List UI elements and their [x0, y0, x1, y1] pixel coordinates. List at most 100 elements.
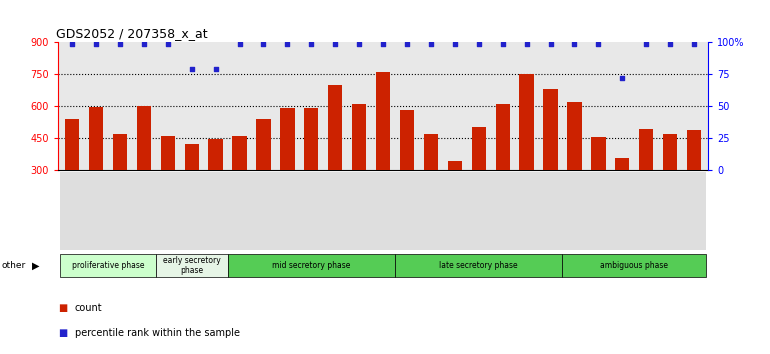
Point — [497, 41, 509, 47]
Bar — [108, 172, 132, 250]
Point — [544, 41, 557, 47]
Bar — [562, 172, 587, 250]
Text: late secretory phase: late secretory phase — [440, 261, 518, 270]
Bar — [156, 254, 228, 277]
Bar — [132, 172, 156, 250]
Bar — [443, 172, 467, 250]
Text: GSM109831: GSM109831 — [403, 171, 411, 218]
Bar — [156, 172, 179, 250]
Bar — [228, 172, 252, 250]
Point — [401, 41, 413, 47]
Text: GSM109814: GSM109814 — [68, 171, 76, 218]
Point — [473, 41, 485, 47]
Text: GSM109833: GSM109833 — [665, 171, 675, 218]
Text: GSM109816: GSM109816 — [116, 171, 125, 218]
Bar — [682, 172, 706, 250]
Bar — [538, 172, 562, 250]
Bar — [256, 119, 270, 170]
Bar — [562, 254, 706, 277]
Bar — [663, 134, 678, 170]
Bar — [615, 158, 629, 170]
Bar — [328, 85, 343, 170]
Point — [114, 41, 126, 47]
Point — [66, 41, 79, 47]
Bar — [591, 137, 605, 170]
Bar — [496, 104, 510, 170]
Text: ■: ■ — [58, 328, 67, 338]
Text: GSM109832: GSM109832 — [641, 171, 651, 218]
Point — [162, 41, 174, 47]
Point — [281, 41, 293, 47]
Bar — [84, 172, 108, 250]
Text: GSM109828: GSM109828 — [331, 171, 340, 217]
Bar — [179, 172, 204, 250]
Bar — [280, 108, 295, 170]
Bar — [185, 144, 199, 170]
Text: ambiguous phase: ambiguous phase — [601, 261, 668, 270]
Bar — [634, 172, 658, 250]
Bar — [395, 172, 419, 250]
Text: GSM109836: GSM109836 — [474, 171, 484, 218]
Text: GSM109835: GSM109835 — [450, 171, 460, 218]
Text: ▶: ▶ — [32, 261, 40, 270]
Point — [186, 67, 198, 72]
Bar — [658, 172, 682, 250]
Point — [688, 41, 700, 47]
Point — [592, 41, 604, 47]
Text: percentile rank within the sample: percentile rank within the sample — [75, 328, 239, 338]
Bar — [520, 74, 534, 170]
Bar — [371, 172, 395, 250]
Text: GSM109821: GSM109821 — [187, 171, 196, 217]
Point — [425, 41, 437, 47]
Bar — [112, 134, 127, 170]
Bar — [352, 104, 367, 170]
Text: early secretory
phase: early secretory phase — [162, 256, 220, 275]
Bar — [471, 127, 486, 170]
Bar — [209, 139, 223, 170]
Text: GSM109822: GSM109822 — [211, 171, 220, 217]
Bar — [490, 172, 514, 250]
Bar — [252, 172, 276, 250]
Text: GSM109820: GSM109820 — [163, 171, 172, 218]
Point — [305, 41, 317, 47]
Bar — [639, 129, 654, 170]
Point — [377, 41, 389, 47]
Text: GDS2052 / 207358_x_at: GDS2052 / 207358_x_at — [56, 27, 208, 40]
Bar — [567, 102, 581, 170]
Text: GSM109840: GSM109840 — [690, 171, 698, 218]
Point — [90, 41, 102, 47]
Bar — [400, 110, 414, 170]
Bar — [467, 172, 490, 250]
Bar — [687, 130, 701, 170]
Point — [138, 41, 150, 47]
Bar — [376, 72, 390, 170]
Text: ■: ■ — [58, 303, 67, 313]
Bar — [304, 108, 319, 170]
Bar — [228, 254, 395, 277]
Text: GSM109837: GSM109837 — [498, 171, 507, 218]
Bar — [395, 254, 562, 277]
Bar — [323, 172, 347, 250]
Text: GSM109830: GSM109830 — [379, 171, 387, 218]
Bar — [300, 172, 323, 250]
Bar — [544, 89, 557, 170]
Point — [568, 41, 581, 47]
Text: GSM109826: GSM109826 — [283, 171, 292, 218]
Text: GSM109824: GSM109824 — [235, 171, 244, 218]
Text: proliferative phase: proliferative phase — [72, 261, 144, 270]
Text: GSM109829: GSM109829 — [355, 171, 363, 218]
Text: GSM109819: GSM109819 — [594, 171, 603, 218]
Text: GSM109823: GSM109823 — [618, 171, 627, 218]
Text: GSM109817: GSM109817 — [139, 171, 149, 218]
Bar — [587, 172, 611, 250]
Bar — [65, 119, 79, 170]
Text: GSM109838: GSM109838 — [522, 171, 531, 218]
Bar — [137, 106, 151, 170]
Text: GSM109815: GSM109815 — [92, 171, 101, 218]
Point — [449, 41, 461, 47]
Point — [233, 41, 246, 47]
Bar — [233, 136, 246, 170]
Bar — [447, 161, 462, 170]
Point — [521, 41, 533, 47]
Bar — [89, 107, 103, 170]
